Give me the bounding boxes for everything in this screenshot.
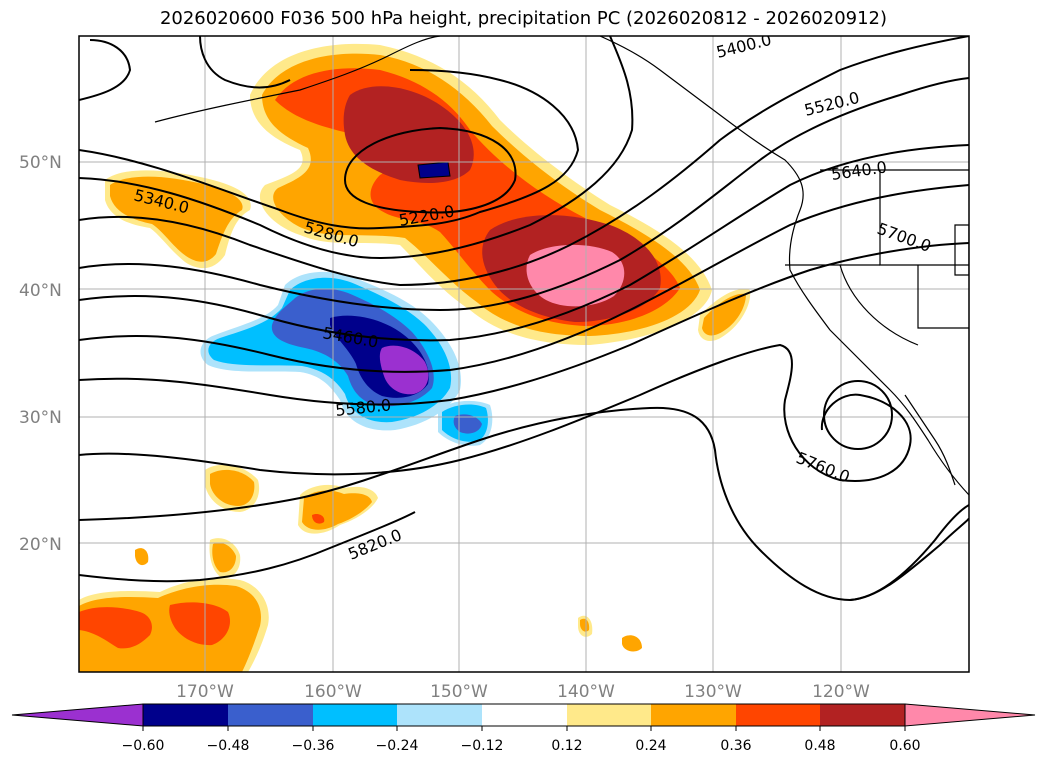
colorbar-segment-3 [313, 704, 397, 726]
colorbar-segment-1 [143, 704, 228, 726]
colorbar-segment-5 [482, 704, 567, 726]
longitude-labels: 170°W 160°W 150°W 140°W 130°W 120°W [176, 682, 870, 702]
colorbar-tick-0: −0.60 [122, 738, 165, 754]
height-contours [79, 36, 969, 602]
baja-coast [904, 394, 956, 486]
map-area: 5400.0 5520.0 5640.0 5700.0 5340.0 5220.… [79, 36, 969, 672]
colorbar: −0.60 −0.48 −0.36 −0.24 −0.12 0.12 0.24 … [11, 703, 1036, 754]
colorbar-tick-1: −0.48 [207, 738, 250, 754]
latitude-labels: 50°N 40°N 30°N 20°N [19, 153, 62, 555]
lat-label-40n: 40°N [19, 281, 62, 301]
colorbar-segment-4 [397, 704, 482, 726]
colorbar-segment-6 [567, 704, 651, 726]
colorbar-segment-9 [820, 704, 905, 726]
lon-label-140w: 140°W [557, 682, 615, 702]
coastlines [154, 36, 969, 496]
colorbar-tick-2: −0.36 [292, 738, 335, 754]
lat-label-20n: 20°N [19, 535, 62, 555]
precip-shading [79, 43, 751, 672]
colorbar-tick-4: −0.12 [461, 738, 504, 754]
colorbar-tick-8: 0.48 [804, 738, 835, 754]
lon-label-130w: 130°W [684, 682, 742, 702]
lon-label-120w: 120°W [812, 682, 870, 702]
map-frame [78, 35, 970, 673]
lat-label-30n: 30°N [19, 408, 62, 428]
colorbar-tick-7: 0.36 [720, 738, 751, 754]
colorbar-segment-8 [736, 704, 820, 726]
colorbar-segment-2 [228, 704, 313, 726]
alaska-coast [154, 36, 441, 123]
colorbar-tick-9: 0.60 [889, 738, 920, 754]
colorbar-segment-0 [11, 703, 144, 727]
lat-label-50n: 50°N [19, 153, 62, 173]
colorbar-tick-3: −0.24 [376, 738, 419, 754]
north-america-coast [599, 36, 969, 496]
map-title: 2026020600 F036 500 hPa height, precipit… [159, 8, 888, 29]
lon-label-170w: 170°W [176, 682, 234, 702]
colorbar-tick-6: 0.24 [635, 738, 666, 754]
lon-label-150w: 150°W [430, 682, 488, 702]
colorbar-segment-10 [904, 703, 1036, 727]
colorbar-tick-5: 0.12 [551, 738, 582, 754]
colorbar-segment-7 [651, 704, 736, 726]
gridlines [79, 36, 969, 672]
lon-label-160w: 160°W [304, 682, 362, 702]
